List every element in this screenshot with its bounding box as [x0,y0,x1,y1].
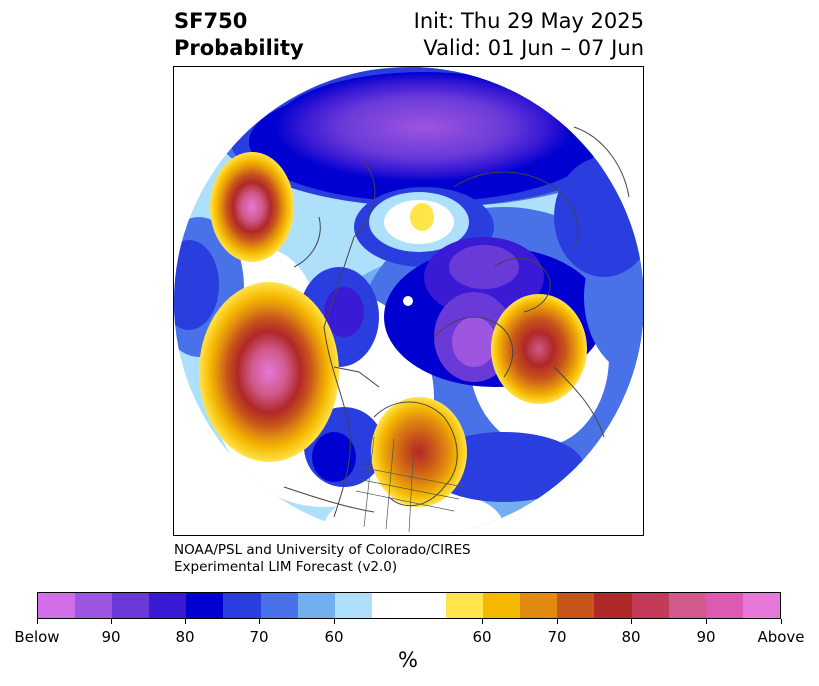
colorbar-segment [75,593,113,618]
colorbar-segment [742,593,780,618]
credit-line-2: Experimental LIM Forecast (v2.0) [174,559,398,575]
credit-text: NOAA/PSL and University of Colorado/CIRE… [174,542,471,576]
colorbar-tick-label: 60 [472,628,492,646]
variable-label: SF750 [174,9,248,33]
colorbar-segment [297,593,335,618]
colorbar-tick [258,619,260,624]
colorbar-tick [780,619,782,624]
plot-title-left: SF750 Probability [174,8,304,62]
colorbar-segment [631,593,669,618]
colorbar-tick-label: 80 [175,628,195,646]
probability-map [174,67,643,535]
colorbar-tick [184,619,186,624]
colorbar-segment [408,593,447,618]
colorbar-segment [112,593,150,618]
colorbar-tick-label: 70 [547,628,567,646]
plot-title-right: Init: Thu 29 May 2025 Valid: 01 Jun – 07… [414,8,644,62]
colorbar-segment [371,593,409,618]
colorbar-tick-label: 90 [101,628,121,646]
colorbar-segment [520,593,558,618]
colorbar-tick [556,619,558,624]
colorbar-segment [594,593,632,618]
colorbar-tick [333,619,335,624]
credit-line-1: NOAA/PSL and University of Colorado/CIRE… [174,542,471,558]
colorbar-segment [149,593,187,618]
colorbar-tick-label: Above [757,628,805,646]
colorbar-segment [260,593,298,618]
colorbar-unit: % [398,648,418,672]
colorbar-tick [110,619,112,624]
colorbar-tick-label: 70 [249,628,269,646]
colorbar-segment [334,593,372,618]
colorbar-segment [38,593,76,618]
colorbar-segment [186,593,224,618]
colorbar-tick [630,619,632,624]
colorbar [37,592,781,619]
colorbar-segment [446,593,484,618]
us-grid [355,436,465,533]
valid-range: Valid: 01 Jun – 07 Jun [423,36,644,60]
colorbar-tick-label: 80 [621,628,641,646]
coastlines [283,126,630,518]
colorbar-tick-label: 60 [324,628,344,646]
colorbar-tick [481,619,483,624]
map-panel [173,66,644,536]
colorbar-tick [705,619,707,624]
product-label: Probability [174,36,304,60]
colorbar-segment [483,593,521,618]
colorbar-segment [705,593,743,618]
anomaly-field [174,67,643,535]
colorbar-segment [557,593,595,618]
colorbar-tick-label: 90 [696,628,716,646]
colorbar-tick-label: Below [14,628,60,646]
colorbar-tick [36,619,38,624]
init-date: Init: Thu 29 May 2025 [413,9,644,33]
colorbar-segment [668,593,706,618]
colorbar-segment [223,593,261,618]
